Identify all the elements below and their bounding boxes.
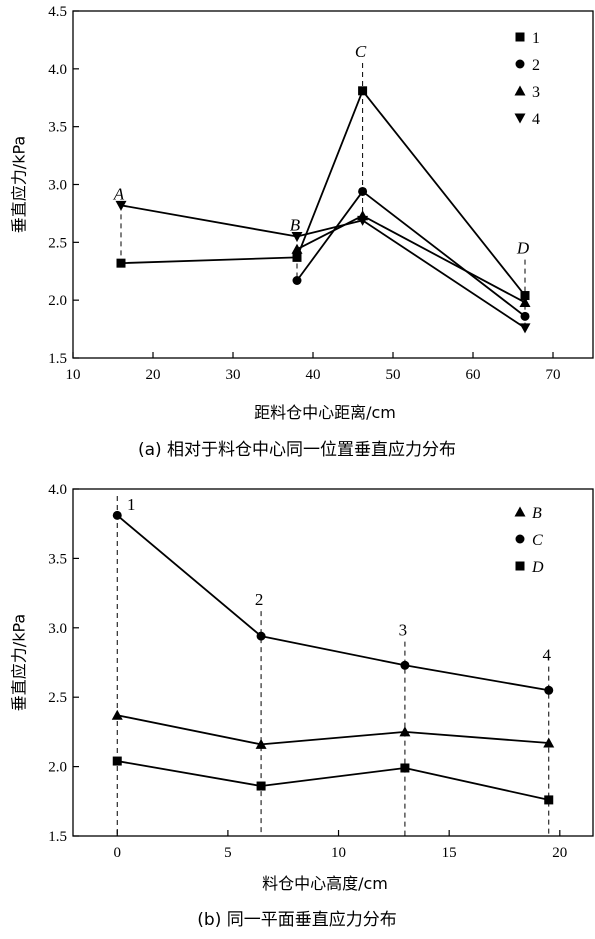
chart-a-y-tick-label: 4.5 bbox=[48, 4, 67, 20]
chart-a-data-point-1 bbox=[292, 252, 302, 262]
chart-b-legend-marker-b bbox=[514, 506, 526, 517]
chart-b-series-line-b bbox=[117, 714, 549, 746]
chart-b-data-point-d bbox=[544, 795, 554, 805]
chart-b-y-tick-label: 2.0 bbox=[48, 760, 67, 776]
chart-a-x-tick-label: 40 bbox=[306, 367, 321, 383]
chart-a-series-4 bbox=[115, 200, 531, 334]
chart-a-y-tick-label: 3.5 bbox=[48, 120, 67, 136]
chart-a-x-tick-label: 20 bbox=[146, 367, 161, 383]
chart-b-data-point-c bbox=[256, 631, 266, 641]
chart-a-x-tick-label: 70 bbox=[546, 367, 561, 383]
chart-a-data-point-2 bbox=[358, 186, 368, 196]
chart-a-plot-frame bbox=[72, 10, 594, 359]
chart-a-legend-label-3: 3 bbox=[532, 84, 540, 101]
chart-b-series-d bbox=[112, 756, 554, 805]
chart-a-caption: (a) 相对于料仓中心同一位置垂直应力分布 bbox=[138, 440, 456, 460]
chart-a-annotation-c: C bbox=[355, 42, 367, 61]
chart-a-data-point-1 bbox=[358, 86, 368, 96]
chart-a-x-tick-label: 10 bbox=[66, 367, 81, 383]
chart-b-y-tick-label: 3.0 bbox=[48, 621, 67, 637]
chart-a-legend-marker-4 bbox=[514, 113, 526, 124]
chart-a-legend-label-2: 2 bbox=[532, 57, 540, 74]
chart-b-x-axis-label: 料仓中心高度/cm bbox=[262, 874, 388, 893]
chart-a-data-point-2 bbox=[520, 311, 530, 321]
chart-b-series-c bbox=[112, 510, 554, 695]
chart-b-legend-marker-d bbox=[515, 561, 525, 571]
chart-a-series-1 bbox=[116, 86, 530, 301]
chart-a-series-line-1 bbox=[120, 89, 526, 297]
chart-a-data-point-3 bbox=[291, 243, 303, 254]
chart-b-x-tick-label: 5 bbox=[224, 845, 232, 861]
chart-a-data-point-4 bbox=[519, 323, 531, 334]
chart-a-legend-marker-3 bbox=[514, 85, 526, 96]
chart-a-legend-marker-1 bbox=[515, 32, 525, 42]
chart-a-x-tick-label: 60 bbox=[466, 367, 481, 383]
chart-b-annotation-2: 2 bbox=[255, 590, 264, 609]
chart-a-series-line-2 bbox=[296, 190, 526, 318]
chart-b-data-point-b bbox=[255, 738, 267, 749]
chart-b-plot-frame bbox=[72, 488, 594, 837]
chart-a-annotation-a: A bbox=[113, 184, 125, 203]
chart-b-legend-label-c: C bbox=[532, 532, 543, 549]
chart-a-data-point-2 bbox=[292, 276, 302, 286]
chart-a-y-tick-label: 3.0 bbox=[48, 178, 67, 194]
chart-b-x-tick-label: 20 bbox=[552, 845, 567, 861]
chart-b-data-point-c bbox=[544, 685, 554, 695]
chart-b-legend-label-d: D bbox=[531, 559, 544, 576]
chart-b-legend-marker-c bbox=[515, 534, 525, 544]
chart-b-y-tick-label: 4.0 bbox=[48, 482, 67, 498]
chart-b-series-line-c bbox=[116, 514, 549, 692]
chart-b-data-point-b bbox=[399, 726, 411, 737]
chart-b-data-point-d bbox=[112, 756, 122, 766]
chart-a-legend-label-1: 1 bbox=[532, 30, 540, 47]
chart-b-y-axis-label: 垂直应力/kPa bbox=[10, 614, 29, 711]
chart-b-data-point-d bbox=[400, 763, 410, 773]
chart-b-x-tick-label: 10 bbox=[331, 845, 346, 861]
chart-b: 0 5 10 15 20 1.5 2.0 2.5 3.0 3.5 4.0 料仓中心高度/cm 垂直应力/… bbox=[10, 482, 594, 930]
chart-a-series-2 bbox=[292, 186, 530, 321]
chart-b-annotation-3: 3 bbox=[399, 621, 408, 640]
chart-a-legend-marker-2 bbox=[515, 59, 525, 69]
chart-a-x-axis-label: 距料仓中心距离/cm bbox=[254, 403, 396, 422]
chart-a-data-point-4 bbox=[115, 200, 127, 211]
chart-a-annotation-d: D bbox=[516, 239, 530, 258]
chart-a-annotation-b: B bbox=[290, 216, 301, 235]
chart-a-data-point-1 bbox=[116, 258, 126, 268]
chart-b-y-tick-label: 1.5 bbox=[48, 829, 67, 845]
chart-a-y-tick-label: 1.5 bbox=[48, 351, 67, 367]
chart-b-y-tick-label: 3.5 bbox=[48, 551, 67, 567]
chart-a-y-tick-label: 4.0 bbox=[48, 62, 67, 78]
chart-a-series-line-4 bbox=[120, 204, 526, 329]
chart-b-data-point-b bbox=[111, 709, 123, 720]
chart-b-caption: (b) 同一平面垂直应力分布 bbox=[197, 910, 396, 930]
chart-b-data-point-d bbox=[256, 781, 266, 791]
chart-a: 10 20 30 40 50 60 70 1.5 2.0 2.5 3.0 3.5 4.0 4.5 距料仓中心… bbox=[10, 4, 594, 460]
chart-a-y-axis-label: 垂直应力/kPa bbox=[10, 136, 29, 233]
chart-a-data-point-3 bbox=[519, 296, 531, 307]
chart-b-x-tick-label: 15 bbox=[442, 845, 457, 861]
chart-a-y-tick-label: 2.0 bbox=[48, 293, 67, 309]
chart-a-x-tick-label: 30 bbox=[226, 367, 241, 383]
chart-b-data-point-c bbox=[112, 510, 122, 520]
chart-a-data-point-4 bbox=[357, 215, 369, 226]
chart-b-annotation-1: 1 bbox=[127, 495, 136, 514]
chart-b-series-line-d bbox=[117, 760, 549, 801]
chart-a-data-point-4 bbox=[291, 232, 303, 243]
chart-b-y-tick-label: 2.5 bbox=[48, 690, 67, 706]
chart-b-series-b bbox=[111, 709, 555, 749]
chart-a-data-point-1 bbox=[520, 291, 530, 301]
chart-b-x-tick-label: 0 bbox=[114, 845, 122, 861]
chart-b-data-point-b bbox=[543, 737, 555, 748]
chart-b-legend: BCD bbox=[514, 505, 544, 576]
chart-b-data-point-c bbox=[400, 660, 410, 670]
chart-a-legend: 1 2 3 4 bbox=[514, 30, 540, 128]
chart-a-x-tick-label: 50 bbox=[386, 367, 401, 383]
chart-a-y-tick-label: 2.5 bbox=[48, 235, 67, 251]
chart-a-legend-label-4: 4 bbox=[532, 111, 540, 128]
chart-b-annotation-4: 4 bbox=[542, 646, 551, 665]
chart-b-legend-label-b: B bbox=[532, 505, 542, 522]
